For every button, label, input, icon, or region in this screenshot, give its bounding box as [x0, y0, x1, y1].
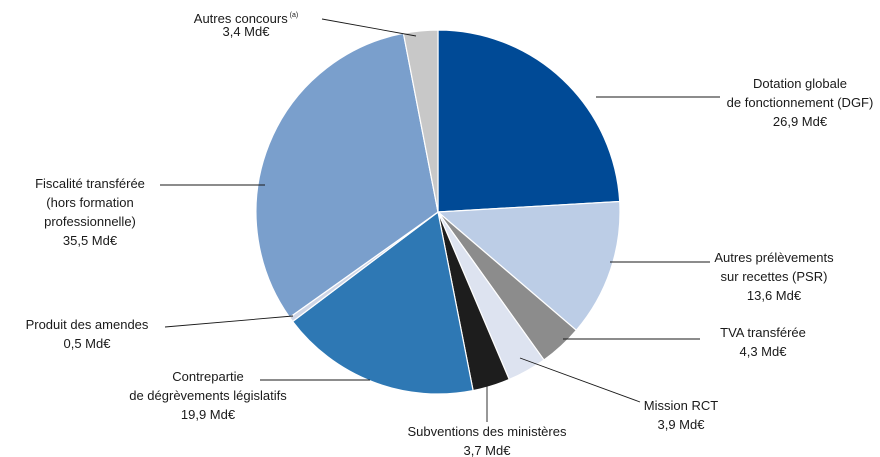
slice-value-label: 3,4 Md€ [223, 24, 271, 39]
slice-value-label: 35,5 Md€ [63, 233, 118, 248]
slice-labels: Dotation globale de fonctionnement (DGF) 2… [26, 11, 874, 457]
leader-line-9 [321, 18, 417, 37]
leader-lines [160, 18, 720, 422]
pie-slice-1 [437, 29, 621, 213]
pie-slice-2 [436, 200, 621, 332]
pie-slice-6 [291, 210, 474, 395]
leader-line-4 [519, 357, 641, 403]
slice-value-label: 13,6 Md€ [747, 288, 802, 303]
slice-name-line: Produit des amendes [26, 317, 149, 332]
slice-value-label: 26,9 Md€ [773, 114, 828, 129]
slice-value-label: 3,9 Md€ [658, 417, 706, 432]
slice-name-line: Subventions des ministères [408, 424, 567, 439]
slice-name-line: (hors formation [46, 195, 133, 210]
slice-name-line: Contrepartie [172, 369, 244, 384]
slice-name-line: de fonctionnement (DGF) [727, 95, 874, 110]
slice-label-4: Mission RCT 3,9 Md€ [644, 398, 718, 432]
slice-name-line: de dégrèvements législatifs [129, 388, 287, 403]
slice-label-9: Autres concours (a) 3,4 Md€ [194, 11, 298, 39]
slice-value-label: 4,3 Md€ [740, 344, 788, 359]
pie-slices [255, 29, 621, 395]
footnote-marker: (a) [288, 12, 299, 19]
slice-name-line: sur recettes (PSR) [721, 269, 828, 284]
pie-slice-8 [255, 32, 439, 319]
slice-name-line: Dotation globale [753, 76, 847, 91]
slice-name-line: professionnelle) [44, 214, 136, 229]
slice-name-line: Autres prélèvements [714, 250, 834, 265]
leader-line-7 [164, 315, 294, 328]
slice-label-8: Fiscalité transférée (hors formation profe… [35, 176, 145, 248]
slice-label-6: Contrepartie de dégrèvements législatifs 1… [129, 369, 287, 422]
slice-label-7: Produit des amendes 0,5 Md€ [26, 317, 149, 351]
slice-name-line: TVA transférée [720, 325, 806, 340]
slice-label-1: Dotation globale de fonctionnement (DGF) 2… [727, 76, 874, 129]
slice-label-3: TVA transférée 4,3 Md€ [720, 325, 806, 359]
slice-value-label: 19,9 Md€ [181, 407, 236, 422]
slice-label-2: Autres prélèvements sur recettes (PSR) 13,… [714, 250, 834, 303]
slice-label-5: Subventions des ministères 3,7 Md€ [408, 424, 567, 457]
slice-name-line: Fiscalité transférée [35, 176, 145, 191]
slice-value-label: 0,5 Md€ [64, 336, 112, 351]
slice-value-label: 3,7 Md€ [464, 443, 512, 457]
slice-name-line: Autres concours [194, 11, 288, 26]
slice-name-line: Mission RCT [644, 398, 718, 413]
